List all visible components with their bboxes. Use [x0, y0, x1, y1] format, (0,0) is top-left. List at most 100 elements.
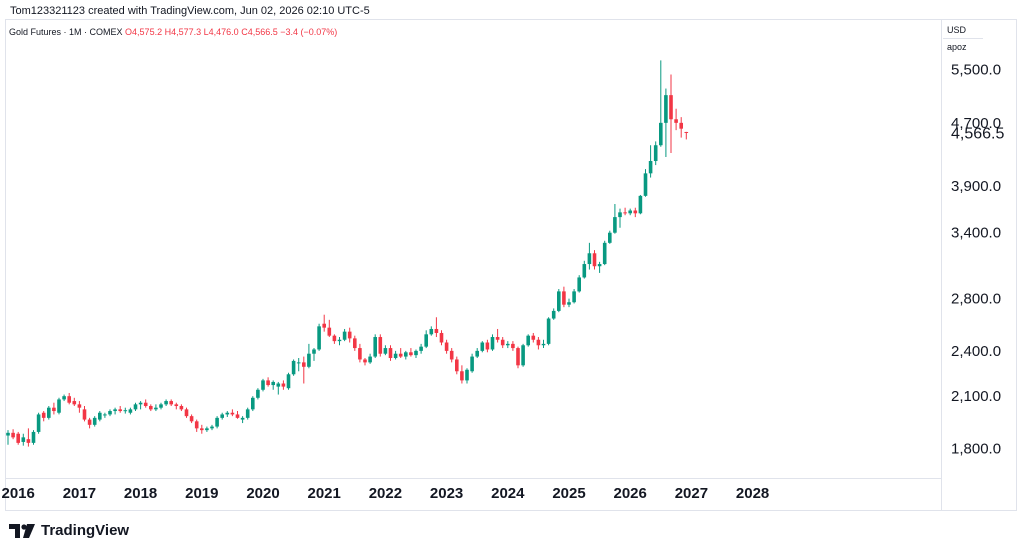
candle-body[interactable]: [577, 277, 581, 292]
candle-body[interactable]: [31, 431, 36, 443]
candle-body[interactable]: [194, 421, 199, 429]
candle-body[interactable]: [363, 359, 367, 363]
candle-body[interactable]: [465, 369, 469, 381]
candle-body[interactable]: [312, 349, 316, 354]
candle-body[interactable]: [587, 253, 592, 265]
candle-body[interactable]: [41, 412, 46, 418]
candle-body[interactable]: [460, 371, 464, 381]
candle-body[interactable]: [271, 381, 275, 386]
candle-body[interactable]: [536, 339, 541, 346]
candle-body[interactable]: [92, 417, 97, 425]
candle-body[interactable]: [613, 217, 617, 233]
candle-body[interactable]: [444, 342, 449, 351]
candle-body[interactable]: [47, 407, 51, 418]
candle-body[interactable]: [526, 335, 530, 346]
candle-body[interactable]: [113, 409, 117, 412]
candle-body[interactable]: [597, 264, 602, 267]
candle-body[interactable]: [36, 414, 41, 432]
candle-body[interactable]: [449, 350, 454, 360]
candle-body[interactable]: [87, 419, 92, 425]
candle-body[interactable]: [327, 327, 332, 336]
candle-body[interactable]: [138, 402, 143, 405]
candle-body[interactable]: [409, 352, 413, 356]
candle-body[interactable]: [52, 407, 56, 412]
candle-body[interactable]: [322, 323, 326, 328]
candle-body[interactable]: [205, 428, 209, 431]
scale-mode-label[interactable]: apoz: [947, 42, 967, 52]
candle-body[interactable]: [353, 338, 357, 349]
candle-body[interactable]: [108, 411, 112, 415]
candle-body[interactable]: [455, 359, 459, 372]
candle-body[interactable]: [495, 337, 500, 340]
candle-body[interactable]: [230, 412, 235, 415]
candle-body[interactable]: [337, 339, 342, 342]
candle-body[interactable]: [439, 332, 444, 343]
candle-body[interactable]: [429, 328, 434, 335]
candle-body[interactable]: [582, 264, 587, 278]
candle-body[interactable]: [281, 383, 286, 387]
candle-body[interactable]: [592, 253, 597, 267]
candle-body[interactable]: [82, 409, 87, 420]
candle-body[interactable]: [261, 380, 265, 390]
candle-body[interactable]: [633, 210, 638, 214]
candle-body[interactable]: [628, 210, 632, 214]
candle-body[interactable]: [77, 404, 82, 408]
candle-body[interactable]: [557, 291, 561, 311]
candle-body[interactable]: [164, 401, 168, 405]
candle-body[interactable]: [123, 410, 128, 412]
candle-body[interactable]: [398, 353, 403, 357]
currency-label[interactable]: USD: [947, 25, 967, 35]
candle-body[interactable]: [235, 414, 240, 418]
candle-body[interactable]: [664, 95, 668, 123]
candle-body[interactable]: [245, 409, 250, 418]
candle-body[interactable]: [291, 360, 296, 375]
candle-body[interactable]: [434, 328, 439, 333]
candle-body[interactable]: [6, 432, 10, 436]
candle-body[interactable]: [200, 428, 204, 431]
candle-body[interactable]: [358, 348, 362, 360]
candle-body[interactable]: [57, 399, 61, 413]
candle-body[interactable]: [332, 335, 337, 342]
candle-body[interactable]: [189, 416, 194, 422]
candle-body[interactable]: [149, 406, 153, 410]
candle-body[interactable]: [653, 145, 658, 162]
candle-body[interactable]: [174, 404, 179, 407]
candle-body[interactable]: [342, 331, 347, 340]
candle-body[interactable]: [169, 401, 173, 405]
candle-body[interactable]: [103, 414, 107, 416]
candle-body[interactable]: [531, 335, 536, 340]
candle-body[interactable]: [648, 161, 653, 174]
candle-body[interactable]: [302, 362, 306, 367]
candle-body[interactable]: [567, 302, 571, 305]
candle-body[interactable]: [296, 362, 301, 364]
candle-body[interactable]: [251, 397, 255, 410]
candle-body[interactable]: [347, 331, 352, 339]
candle-body[interactable]: [393, 353, 398, 359]
candle-body[interactable]: [11, 432, 15, 438]
candle-body[interactable]: [490, 337, 495, 350]
price-axis[interactable]: [941, 20, 1016, 511]
scale-settings[interactable]: USD apoz: [943, 21, 983, 56]
candle-body[interactable]: [414, 350, 418, 356]
candle-body[interactable]: [307, 353, 311, 367]
candle-body[interactable]: [679, 122, 683, 129]
candle-body[interactable]: [602, 242, 607, 265]
candle-body[interactable]: [516, 348, 520, 366]
candle-body[interactable]: [16, 433, 20, 443]
candle-body[interactable]: [541, 343, 546, 346]
tradingview-logo[interactable]: TradingView: [9, 522, 129, 539]
candle-body[interactable]: [638, 195, 643, 214]
candle-body[interactable]: [266, 380, 270, 386]
candle-body[interactable]: [618, 212, 622, 218]
candle-body[interactable]: [669, 95, 673, 120]
candle-body[interactable]: [506, 343, 510, 346]
candle-body[interactable]: [572, 291, 576, 303]
candle-body[interactable]: [276, 383, 281, 387]
symbol-label[interactable]: Gold Futures · 1M · COMEX: [9, 27, 123, 37]
candle-body[interactable]: [643, 173, 648, 196]
candle-body[interactable]: [475, 350, 479, 357]
candle-body[interactable]: [608, 232, 612, 243]
candle-body[interactable]: [143, 402, 148, 407]
candle-body[interactable]: [256, 389, 260, 398]
